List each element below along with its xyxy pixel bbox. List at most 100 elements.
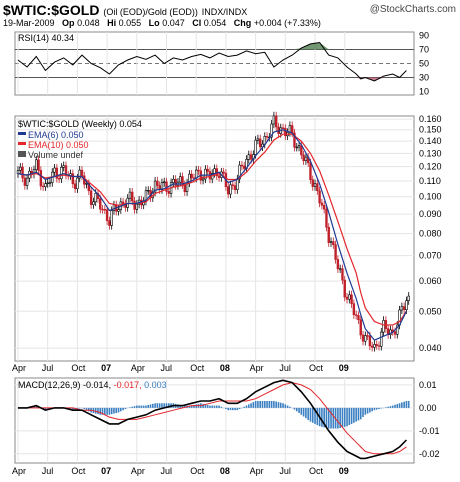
price-tick-label: 0.040 bbox=[419, 343, 442, 353]
macd-histogram-bar bbox=[314, 407, 316, 424]
macd-histogram-bar bbox=[325, 407, 328, 428]
macd-histogram-bar bbox=[394, 404, 396, 408]
price-candle-body bbox=[192, 177, 196, 179]
macd-histogram-bar bbox=[307, 407, 309, 420]
price-candle-body bbox=[256, 138, 260, 141]
price-candle-body bbox=[89, 190, 93, 205]
chart-header: $WTIC:$GOLD (Oil (EOD)/Gold (EOD)) INDX/… bbox=[3, 2, 458, 30]
legend-volume-swatch bbox=[18, 151, 26, 157]
price-x-tick-label: Jul bbox=[161, 363, 173, 373]
price-x-tick-label: 07 bbox=[101, 363, 111, 373]
price-tick-label: 0.130 bbox=[419, 148, 442, 158]
macd-histogram-bar bbox=[398, 403, 401, 408]
rsi-overbought-fill bbox=[319, 42, 329, 50]
price-panel-frame bbox=[14, 115, 415, 362]
price-candle-body bbox=[364, 335, 367, 342]
price-tick-label: 0.050 bbox=[419, 306, 442, 316]
macd-histogram-bar bbox=[275, 401, 277, 408]
price-candle-body bbox=[270, 123, 273, 138]
price-candle-body bbox=[101, 208, 104, 211]
macd-histogram-bar bbox=[407, 400, 410, 408]
price-candle-body bbox=[231, 184, 234, 186]
price-candle-body bbox=[133, 200, 136, 210]
macd-histogram-bar bbox=[140, 405, 143, 408]
price-candle-body bbox=[402, 306, 406, 310]
price-x-tick-label: Oct bbox=[190, 363, 205, 373]
price-candle-body bbox=[380, 331, 383, 347]
price-candle-body bbox=[103, 209, 107, 211]
price-candle-body bbox=[311, 179, 314, 187]
macd-title: MACD(12,26,9) -0.014, -0.017, 0.003 bbox=[18, 380, 167, 390]
price-candle-body bbox=[39, 170, 43, 187]
low-label: Lo bbox=[148, 18, 160, 28]
macd-histogram-bar bbox=[364, 407, 367, 415]
macd-histogram-bar bbox=[375, 407, 378, 410]
price-candle-body bbox=[249, 154, 253, 160]
price-candle-body bbox=[295, 146, 298, 149]
price-tick-label: 0.100 bbox=[419, 192, 442, 202]
price-candle-body bbox=[131, 191, 134, 202]
macd-histogram-bar bbox=[154, 403, 156, 408]
macd-histogram-bar bbox=[282, 403, 284, 408]
macd-histogram-bar bbox=[106, 407, 108, 415]
price-candle-body bbox=[400, 306, 404, 311]
macd-histogram-bar bbox=[266, 400, 268, 408]
price-tick-label: 0.140 bbox=[419, 136, 442, 146]
macd-value: -0.014, bbox=[83, 380, 111, 390]
price-candle-body bbox=[190, 173, 193, 179]
price-candle-body bbox=[281, 127, 285, 129]
macd-histogram-bar bbox=[129, 407, 131, 408]
macd-histogram-bar bbox=[389, 406, 392, 408]
price-x-tick-label: Jul bbox=[279, 363, 291, 373]
price-candle-body bbox=[233, 185, 237, 190]
ema6-line bbox=[17, 129, 407, 341]
price-tick-label: 0.150 bbox=[419, 125, 442, 135]
macd-histogram-bar bbox=[257, 400, 259, 408]
price-candle-body bbox=[375, 344, 378, 346]
macd-histogram-bar bbox=[35, 405, 38, 408]
macd-histogram-bar bbox=[213, 405, 216, 408]
macd-histogram-bar bbox=[327, 407, 330, 429]
macd-histogram-bar bbox=[195, 404, 198, 408]
macd-histogram-bar bbox=[161, 403, 163, 408]
legend-volume: Volume undef bbox=[28, 150, 84, 160]
price-candle-body bbox=[327, 226, 330, 243]
price-candle-body bbox=[304, 156, 308, 162]
macd-histogram-bar bbox=[343, 407, 346, 427]
rsi-tick-label: 50 bbox=[419, 59, 429, 69]
price-x-tick-label: 08 bbox=[220, 363, 230, 373]
macd-histogram-bar bbox=[298, 407, 300, 414]
price-candle-body bbox=[236, 178, 239, 190]
macd-tick-label: -0.01 bbox=[419, 426, 440, 436]
price-candle-body bbox=[206, 168, 209, 172]
price-candle-body bbox=[46, 182, 49, 184]
macd-histogram-bar bbox=[346, 407, 348, 427]
price-x-tick-label: 09 bbox=[339, 363, 349, 373]
macd-x-tick-label: Apr bbox=[250, 466, 264, 476]
price-candle-body bbox=[361, 334, 365, 342]
price-candle-body bbox=[352, 303, 356, 316]
macd-histogram-bar bbox=[305, 407, 307, 419]
price-candle-body bbox=[254, 139, 257, 155]
macd-title-label: MACD(12,26,9) bbox=[18, 380, 81, 390]
macd-histogram-bar bbox=[359, 407, 362, 420]
macd-histogram-bar bbox=[124, 407, 127, 410]
macd-histogram-bar bbox=[46, 407, 49, 410]
macd-histogram-bar bbox=[152, 403, 154, 408]
macd-x-tick-label: Apr bbox=[12, 466, 26, 476]
macd-histogram-bar bbox=[286, 405, 289, 408]
macd-histogram-bar bbox=[33, 406, 35, 408]
macd-histogram-bar bbox=[104, 407, 106, 415]
price-candle-body bbox=[197, 169, 200, 172]
rsi-tick-label: 90 bbox=[419, 31, 429, 41]
macd-histogram-bar bbox=[261, 400, 264, 408]
price-candle-body bbox=[213, 168, 216, 174]
macd-histogram-bar bbox=[113, 407, 115, 414]
price-candle-body bbox=[373, 344, 376, 348]
price-candle-body bbox=[332, 241, 335, 245]
legend-ema6-swatch bbox=[18, 132, 26, 135]
price-candle-body bbox=[290, 125, 294, 134]
price-candle-body bbox=[345, 296, 349, 300]
macd-histogram-bar bbox=[293, 407, 296, 410]
signal-value: -0.017, bbox=[114, 380, 142, 390]
